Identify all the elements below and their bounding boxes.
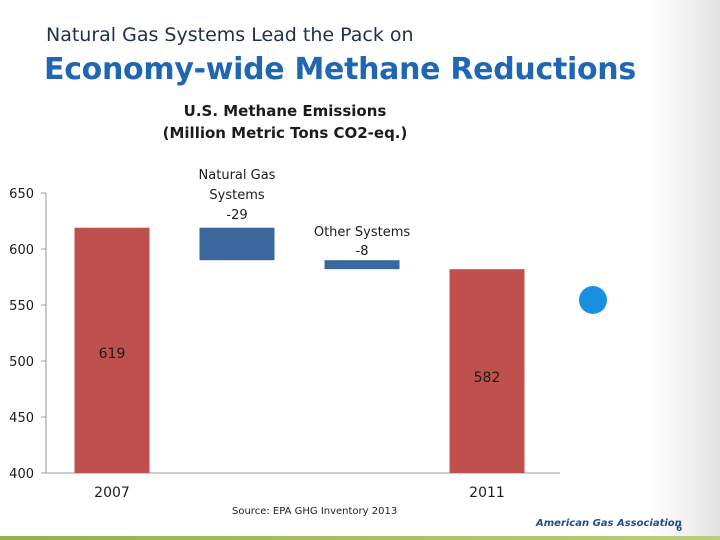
total-bar — [74, 227, 150, 473]
data-label: -29 — [226, 208, 247, 223]
x-tick-label: 2007 — [94, 485, 130, 501]
data-label: Other Systems — [314, 225, 411, 240]
reduction-bar — [199, 227, 275, 261]
data-label: -8 — [356, 244, 369, 259]
decorative-dot — [579, 286, 607, 314]
page-number: 6 — [676, 524, 683, 534]
chart-title-line: (Million Metric Tons CO2-eq.) — [162, 124, 408, 142]
data-label: Natural Gas — [199, 168, 276, 183]
y-tick-label: 550 — [9, 299, 34, 314]
chart-title-line: U.S. Methane Emissions — [183, 102, 387, 120]
data-label: 619 — [99, 346, 126, 362]
reduction-bar — [324, 260, 400, 270]
aga-logo: American Gas Association — [536, 518, 682, 529]
y-tick-label: 500 — [9, 355, 34, 370]
source-note: Source: EPA GHG Inventory 2013 — [232, 506, 398, 517]
y-tick-label: 600 — [9, 243, 34, 258]
data-label: Systems — [209, 188, 264, 203]
footer-line — [0, 536, 720, 540]
total-bar — [449, 269, 525, 473]
data-label: 582 — [474, 370, 501, 386]
slide-kicker: Natural Gas Systems Lead the Pack on — [46, 24, 414, 46]
y-tick-label: 400 — [9, 467, 34, 482]
slide-decoration — [650, 0, 720, 540]
x-tick-label: 2011 — [469, 485, 505, 501]
chart-title: U.S. Methane Emissions (Million Metric T… — [150, 100, 420, 144]
slide-headline: Economy-wide Methane Reductions — [44, 52, 636, 87]
y-tick-label: 650 — [9, 187, 34, 202]
y-tick-label: 450 — [9, 411, 34, 426]
